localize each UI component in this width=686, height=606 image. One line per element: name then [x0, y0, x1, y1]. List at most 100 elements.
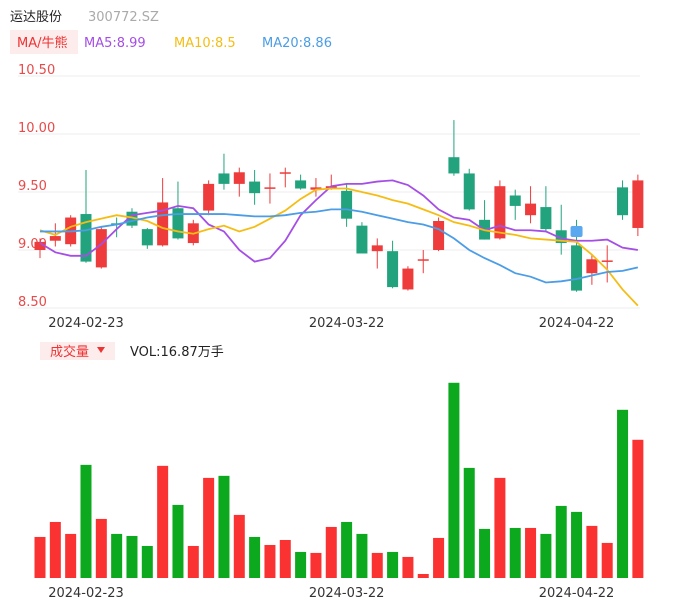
x-tick-label: 2024-03-22: [309, 586, 385, 601]
volume-bar: [494, 477, 506, 578]
indicator-button[interactable]: MA/牛熊: [17, 35, 68, 51]
volume-bar: [310, 552, 322, 578]
y-tick-label: 10.50: [18, 63, 55, 78]
volume-bar: [571, 511, 583, 578]
volume-bar: [540, 533, 552, 578]
x-tick-label: 2024-04-22: [539, 586, 615, 601]
candle-body: [617, 187, 629, 216]
volume-bar: [65, 533, 77, 578]
ma-line: [39, 179, 639, 263]
volume-bar: [203, 477, 215, 578]
y-tick-label: 9.50: [18, 179, 47, 194]
volume-bar: [341, 521, 353, 578]
volume-bar: [249, 536, 261, 578]
volume-bar: [463, 467, 475, 578]
candle-body: [341, 190, 353, 219]
volume-bar: [417, 573, 429, 578]
volume-bar: [80, 464, 92, 578]
indicator-button-bg[interactable]: [10, 30, 78, 54]
candle-body: [157, 202, 169, 246]
y-tick-label: 10.00: [18, 121, 55, 136]
candle-body: [49, 236, 61, 241]
dropdown-arrow[interactable]: [97, 347, 105, 353]
candle-body: [448, 157, 460, 174]
legend-entry: MA5:8.99: [84, 36, 146, 51]
volume-bar: [233, 514, 245, 578]
volume-bar: [187, 545, 199, 578]
volume-bar: [218, 475, 230, 578]
candle-body: [249, 181, 261, 194]
volume-button-bg[interactable]: [40, 342, 115, 360]
candle-body: [601, 260, 613, 262]
volume-bar: [49, 521, 61, 578]
stock-code: 300772.SZ: [88, 10, 159, 25]
volume-bar: [264, 544, 276, 578]
candle-body: [218, 173, 230, 184]
candle-body: [310, 187, 322, 190]
candle-body: [80, 214, 92, 262]
event-badge: [570, 226, 583, 237]
candle-body: [172, 208, 184, 239]
x-tick-label: 2024-02-23: [48, 316, 124, 331]
volume-label: VOL:16.87万手: [130, 345, 224, 360]
candle-body: [463, 173, 475, 210]
volume-bar: [555, 505, 567, 578]
volume-bar: [479, 528, 491, 578]
candle-body: [279, 172, 291, 174]
candle-body: [402, 268, 414, 290]
ma-line: [40, 208, 639, 284]
volume-bar: [325, 526, 337, 578]
candle-body: [126, 211, 138, 226]
volume-bar: [402, 556, 414, 578]
candle-body: [494, 186, 506, 239]
volume-button[interactable]: 成交量: [50, 344, 89, 360]
volume-bar: [601, 542, 613, 578]
candle-body: [571, 245, 583, 291]
candle-body: [203, 183, 215, 211]
volume-bar: [356, 533, 368, 578]
candle-body: [371, 245, 383, 252]
volume-bar: [617, 409, 629, 578]
volume-bar: [34, 536, 46, 578]
volume-bar: [525, 527, 537, 578]
x-tick-label: 2024-04-22: [539, 316, 615, 331]
volume-bar: [387, 551, 399, 578]
candle-body: [387, 251, 399, 288]
x-tick-label: 2024-02-23: [48, 586, 124, 601]
volume-bar: [172, 504, 184, 578]
candle-body: [540, 207, 552, 230]
volume-bar: [295, 551, 307, 578]
stock-name: 运达股份: [10, 10, 62, 25]
volume-bar: [279, 539, 291, 578]
volume-bar: [95, 518, 107, 578]
candle-body: [555, 230, 567, 244]
candle-body: [433, 221, 445, 250]
volume-bar: [632, 439, 644, 578]
legend-entry: MA10:8.5: [174, 36, 236, 51]
candle-body: [264, 187, 276, 189]
volume-bar: [141, 545, 153, 578]
volume-bar: [586, 525, 598, 578]
volume-bar: [111, 533, 123, 578]
volume-bar: [371, 552, 383, 578]
candle-body: [95, 229, 107, 268]
ma-line: [39, 187, 639, 307]
x-tick-label: 2024-03-22: [309, 316, 385, 331]
candle-body: [295, 180, 307, 189]
candle-body: [509, 195, 521, 206]
candle-body: [417, 259, 429, 261]
candle-body: [141, 229, 153, 246]
candle-body: [34, 241, 46, 250]
candle-body: [525, 203, 537, 216]
y-tick-label: 8.50: [18, 295, 47, 310]
volume-bar: [433, 537, 445, 578]
volume-bar: [448, 382, 460, 578]
volume-bar: [126, 535, 138, 578]
candle-body: [632, 180, 644, 228]
volume-bar: [157, 465, 169, 578]
candle-body: [233, 172, 245, 184]
volume-bar: [509, 527, 521, 578]
candle-body: [356, 225, 368, 254]
candle-body: [586, 259, 598, 274]
